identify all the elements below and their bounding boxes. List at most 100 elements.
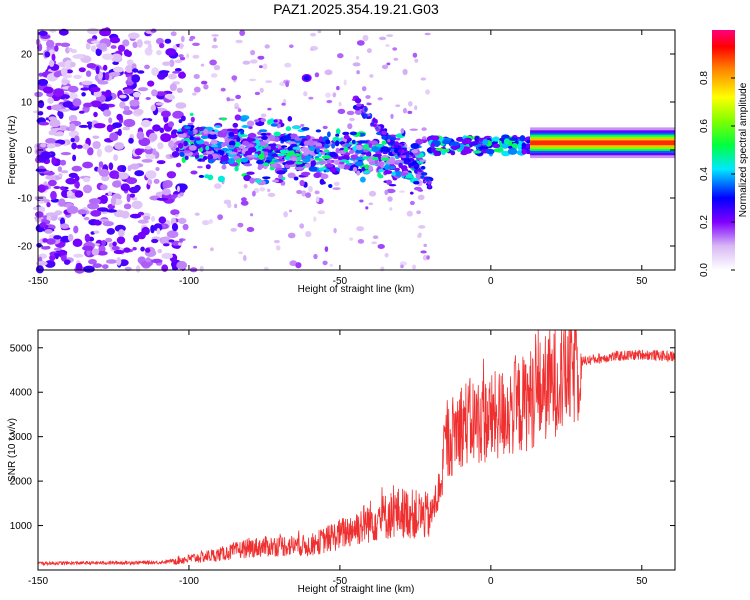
- spectrogram-blob: [410, 143, 420, 149]
- spectrogram-blob: [262, 162, 269, 166]
- spectrogram-blob: [303, 140, 310, 146]
- spectrogram-blob: [240, 157, 249, 163]
- spectrogram-blob: [420, 77, 427, 81]
- spectrogram-blob: [362, 34, 369, 42]
- spectrogram-blob: [348, 149, 355, 154]
- spectrogram-blob: [136, 131, 145, 140]
- spectrogram-blob: [252, 190, 256, 197]
- spectrogram-blob: [166, 171, 177, 179]
- spectrogram-blob: [181, 115, 186, 122]
- spectrogram-blob: [93, 111, 98, 118]
- spectrogram-blob: [35, 168, 47, 172]
- spectrogram-blob: [402, 107, 408, 114]
- spectrogram-blob: [37, 111, 44, 116]
- spectrogram-blob: [90, 86, 101, 93]
- spectrogram-blob: [419, 159, 427, 162]
- spectrogram-x-tick-label: 50: [636, 276, 648, 287]
- spectrogram-blob: [228, 145, 235, 148]
- spectrogram-blob: [247, 138, 256, 142]
- spectrogram-blob: [386, 148, 391, 153]
- spectrogram-blob: [238, 251, 243, 255]
- spectrogram-blob: [113, 154, 118, 162]
- spectrogram-blob: [83, 265, 95, 273]
- spectrogram-blob: [102, 53, 114, 60]
- spectrogram-blob: [410, 191, 414, 195]
- spectrogram-blob: [71, 142, 77, 150]
- spectrogram-blob: [177, 185, 180, 192]
- spectrogram-blob: [175, 162, 182, 168]
- spectrogram-blob: [170, 209, 180, 216]
- spectrogram-blob: [128, 137, 134, 144]
- spectrogram-blob: [100, 184, 108, 191]
- spectrogram-blob: [372, 117, 376, 123]
- spectrogram-blob: [114, 172, 120, 180]
- spectrogram-blob: [403, 161, 411, 165]
- spectrogram-blob: [132, 247, 137, 251]
- spectrogram-blob: [226, 97, 230, 102]
- spectrogram-blob: [128, 186, 140, 194]
- spectrogram-blob: [145, 247, 151, 253]
- spectrogram-blob: [80, 87, 90, 91]
- spectrogram-blob: [243, 163, 253, 167]
- spectrogram-blob: [112, 61, 119, 65]
- spectrogram-blob: [179, 56, 186, 61]
- spectrogram-blob: [303, 149, 312, 155]
- spectrogram-blob: [413, 163, 420, 168]
- spectrogram-blob: [116, 113, 123, 121]
- spectrogram-blob: [60, 42, 71, 47]
- spectrogram-blob: [260, 118, 266, 123]
- spectrogram-blob: [102, 221, 114, 227]
- spectrogram-blob: [217, 214, 224, 221]
- spectrogram-blob: [67, 85, 79, 93]
- spectrogram-blob: [120, 183, 130, 192]
- spectrogram-blob: [329, 264, 333, 267]
- spectrogram-blob: [182, 223, 189, 231]
- spectrogram-blob: [151, 67, 160, 76]
- spectrogram-blob: [179, 43, 184, 50]
- spectrogram-blob: [362, 144, 371, 151]
- spectrogram-blob: [123, 105, 130, 112]
- spectrogram-blob: [83, 177, 91, 183]
- spectrogram-blob: [58, 198, 66, 207]
- spectrogram-blob: [382, 151, 388, 155]
- spectrogram-y-tick-label: 10: [21, 98, 33, 109]
- spectrogram-blob: [192, 92, 197, 96]
- spectrogram-blob: [176, 87, 183, 94]
- spectrogram-blob: [210, 144, 219, 148]
- spectrogram-blob: [164, 38, 172, 44]
- snr-x-tick-label: -150: [28, 576, 48, 587]
- spectrogram-blob: [298, 135, 307, 139]
- spectrogram-blob: [310, 48, 315, 51]
- spectrogram-blob: [472, 150, 482, 154]
- spectrogram-blob: [65, 46, 70, 54]
- spectrogram-blob: [238, 134, 249, 137]
- spectrogram-blob: [102, 264, 109, 269]
- spectrogram-blob: [145, 170, 157, 179]
- spectrogram-blob: [315, 196, 320, 203]
- spectrogram-blob: [337, 163, 346, 169]
- spectrogram-blob: [352, 62, 361, 67]
- spectrogram-blob: [303, 75, 310, 81]
- spectrogram-blob: [381, 130, 387, 135]
- spectrogram-blob: [333, 181, 340, 186]
- spectrogram-blob: [325, 139, 331, 145]
- spectrogram-blob: [37, 184, 46, 193]
- spectrogram-blob: [259, 146, 263, 151]
- spectrogram-blob: [324, 149, 330, 153]
- spectrogram-blob: [386, 34, 394, 37]
- spectrogram-blob: [287, 172, 296, 179]
- spectrogram-blob: [217, 133, 227, 138]
- spectrogram-blob: [125, 64, 134, 73]
- spectrogram-blob: [46, 143, 56, 149]
- spectrogram-blob: [108, 72, 121, 77]
- spectrogram-blob: [219, 150, 225, 156]
- spectrogram-blob: [131, 63, 137, 70]
- spectrogram-blob: [304, 163, 311, 168]
- spectrogram-blob: [58, 111, 64, 119]
- spectrogram-blob: [426, 255, 430, 260]
- spectrogram-blob: [345, 143, 350, 147]
- spectrogram-blob: [242, 140, 250, 146]
- spectrogram-blob: [434, 150, 440, 156]
- spectrogram-blob: [243, 255, 247, 262]
- spectrogram-blob: [83, 102, 93, 108]
